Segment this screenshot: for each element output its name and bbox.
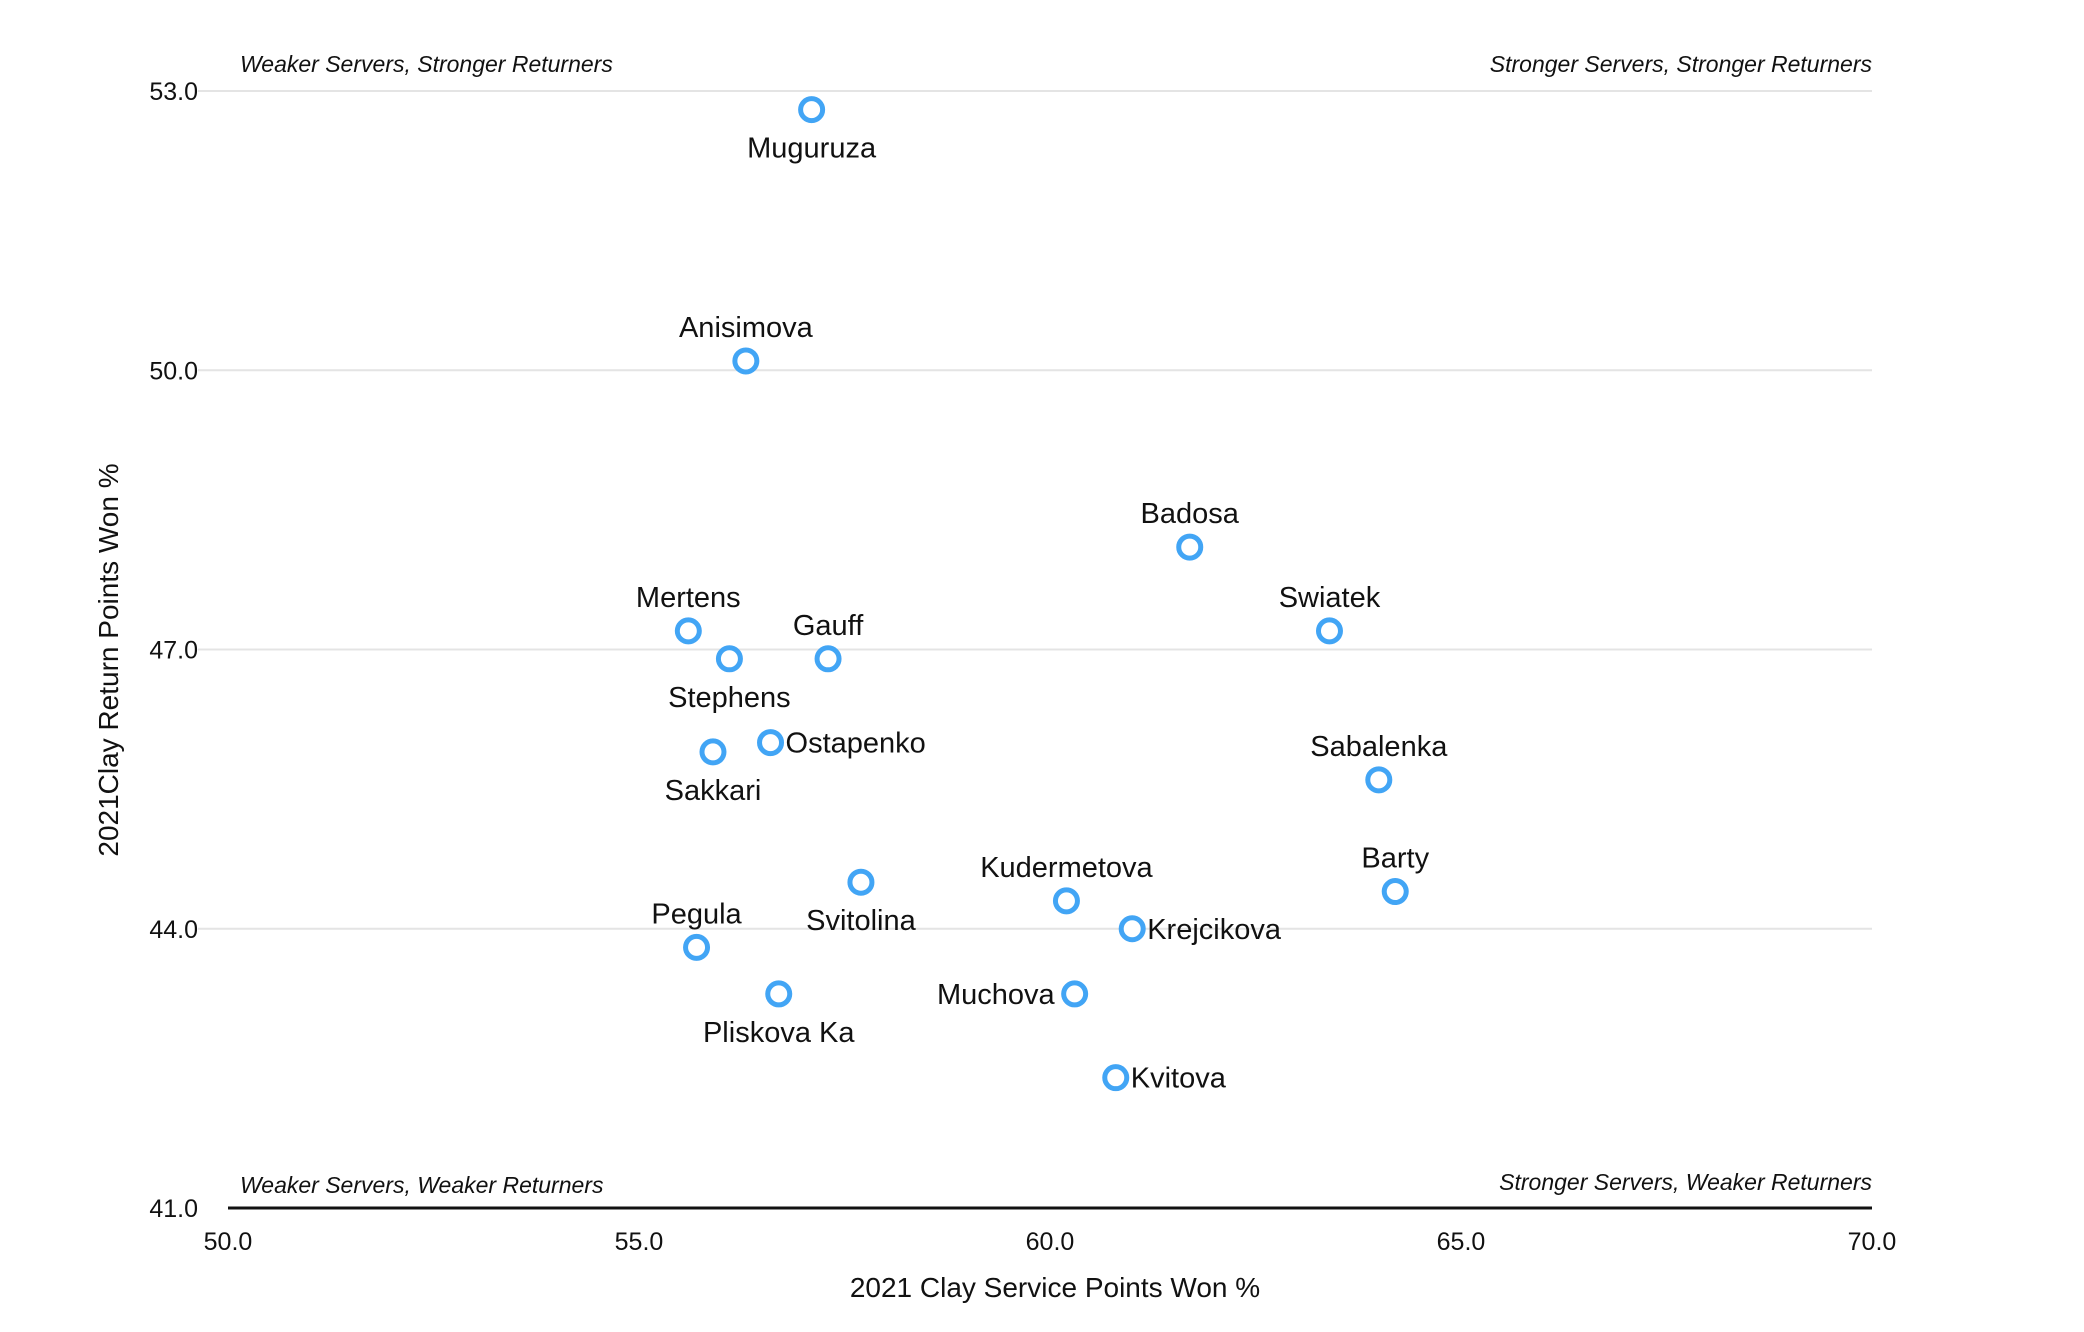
grid-lines bbox=[198, 90, 1872, 930]
x-tick-label: 50.0 bbox=[204, 1228, 253, 1256]
data-point bbox=[798, 96, 826, 124]
x-tick-label: 60.0 bbox=[1026, 1228, 1075, 1256]
quadrant-label-top-right: Stronger Servers, Stronger Returners bbox=[1490, 51, 1873, 77]
data-point bbox=[1176, 533, 1204, 561]
data-point bbox=[699, 738, 727, 766]
y-tick-label: 44.0 bbox=[149, 916, 198, 944]
data-point bbox=[1381, 878, 1409, 906]
data-point bbox=[757, 729, 785, 757]
data-point-label: Kudermetova bbox=[980, 852, 1153, 884]
x-tick-label: 70.0 bbox=[1848, 1228, 1897, 1256]
data-point bbox=[1052, 887, 1080, 915]
quadrant-label-bottom-right: Stronger Servers, Weaker Returners bbox=[1499, 1169, 1872, 1195]
data-point-label: Gauff bbox=[793, 610, 864, 642]
y-tick-label: 41.0 bbox=[149, 1195, 198, 1223]
x-axis-title: 2021 Clay Service Points Won % bbox=[850, 1272, 1260, 1303]
data-point bbox=[1118, 915, 1146, 943]
data-point-label: Ostapenko bbox=[786, 728, 926, 760]
data-point bbox=[674, 617, 702, 645]
y-tick-label: 53.0 bbox=[149, 78, 198, 106]
data-point bbox=[1315, 617, 1343, 645]
data-point-label: Pliskova Ka bbox=[703, 1017, 855, 1049]
data-point bbox=[1102, 1064, 1130, 1092]
data-point-label: Muchova bbox=[937, 979, 1056, 1011]
data-point-label: Swiatek bbox=[1279, 582, 1381, 614]
data-point bbox=[732, 347, 760, 375]
quadrant-label-top-left: Weaker Servers, Stronger Returners bbox=[240, 51, 613, 77]
y-tick-label: 47.0 bbox=[149, 637, 198, 665]
data-point bbox=[683, 933, 711, 961]
y-axis-ticks: 41.0 44.0 47.0 50.0 53.0 bbox=[149, 78, 198, 1223]
data-point-label: Mertens bbox=[636, 582, 741, 614]
data-point bbox=[847, 868, 875, 896]
data-point-label: Sabalenka bbox=[1310, 731, 1448, 763]
data-point-label: Krejcikova bbox=[1147, 914, 1282, 946]
data-point bbox=[765, 980, 793, 1008]
x-axis-ticks: 50.0 55.0 60.0 65.0 70.0 bbox=[204, 1228, 1897, 1256]
data-point-label: Sakkari bbox=[665, 775, 762, 807]
x-tick-label: 65.0 bbox=[1437, 1228, 1486, 1256]
data-points: Muguruza Anisimova Badosa Mertens Swiatek Ste… bbox=[636, 96, 1448, 1095]
x-tick-label: 55.0 bbox=[615, 1228, 664, 1256]
y-tick-label: 50.0 bbox=[149, 357, 198, 385]
data-point-label: Stephens bbox=[668, 682, 791, 714]
data-point-label: Badosa bbox=[1141, 498, 1240, 530]
data-point bbox=[1061, 980, 1089, 1008]
data-point-label: Muguruza bbox=[747, 133, 877, 165]
data-point bbox=[715, 645, 743, 673]
data-point bbox=[1365, 766, 1393, 794]
data-point bbox=[814, 645, 842, 673]
y-axis-title: 2021Clay Return Points Won % bbox=[93, 463, 124, 856]
data-point-label: Kvitova bbox=[1131, 1063, 1227, 1095]
data-point-label: Svitolina bbox=[806, 905, 916, 937]
data-point-label: Barty bbox=[1361, 843, 1429, 875]
data-point-label: Anisimova bbox=[679, 312, 814, 344]
data-point-label: Pegula bbox=[651, 898, 742, 930]
quadrant-label-bottom-left: Weaker Servers, Weaker Returners bbox=[240, 1172, 604, 1198]
